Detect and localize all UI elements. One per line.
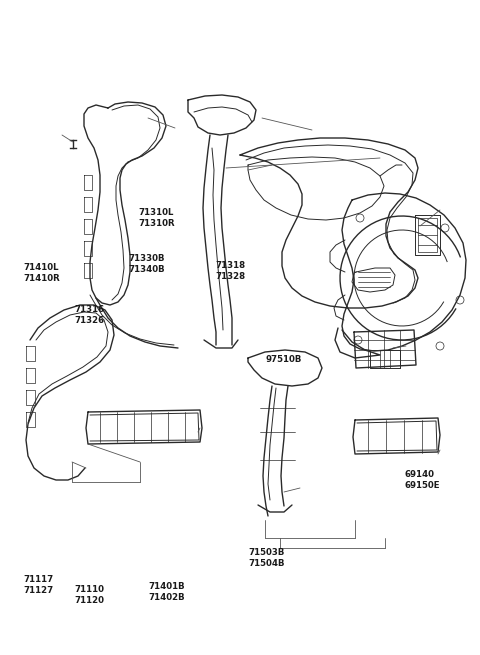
Text: 97510B: 97510B <box>266 355 302 364</box>
Text: 71117
71127: 71117 71127 <box>23 575 53 595</box>
Text: 71110
71120: 71110 71120 <box>74 585 105 605</box>
Text: 71330B
71340B: 71330B 71340B <box>129 254 165 274</box>
Text: 71316
71326: 71316 71326 <box>74 305 105 326</box>
Text: 71401B
71402B: 71401B 71402B <box>149 582 185 602</box>
Text: 71503B
71504B: 71503B 71504B <box>249 548 285 568</box>
Text: 69140
69150E: 69140 69150E <box>404 470 440 491</box>
Text: 71318
71328: 71318 71328 <box>215 261 245 281</box>
Text: 71310L
71310R: 71310L 71310R <box>138 208 175 229</box>
Text: 71410L
71410R: 71410L 71410R <box>23 263 60 284</box>
